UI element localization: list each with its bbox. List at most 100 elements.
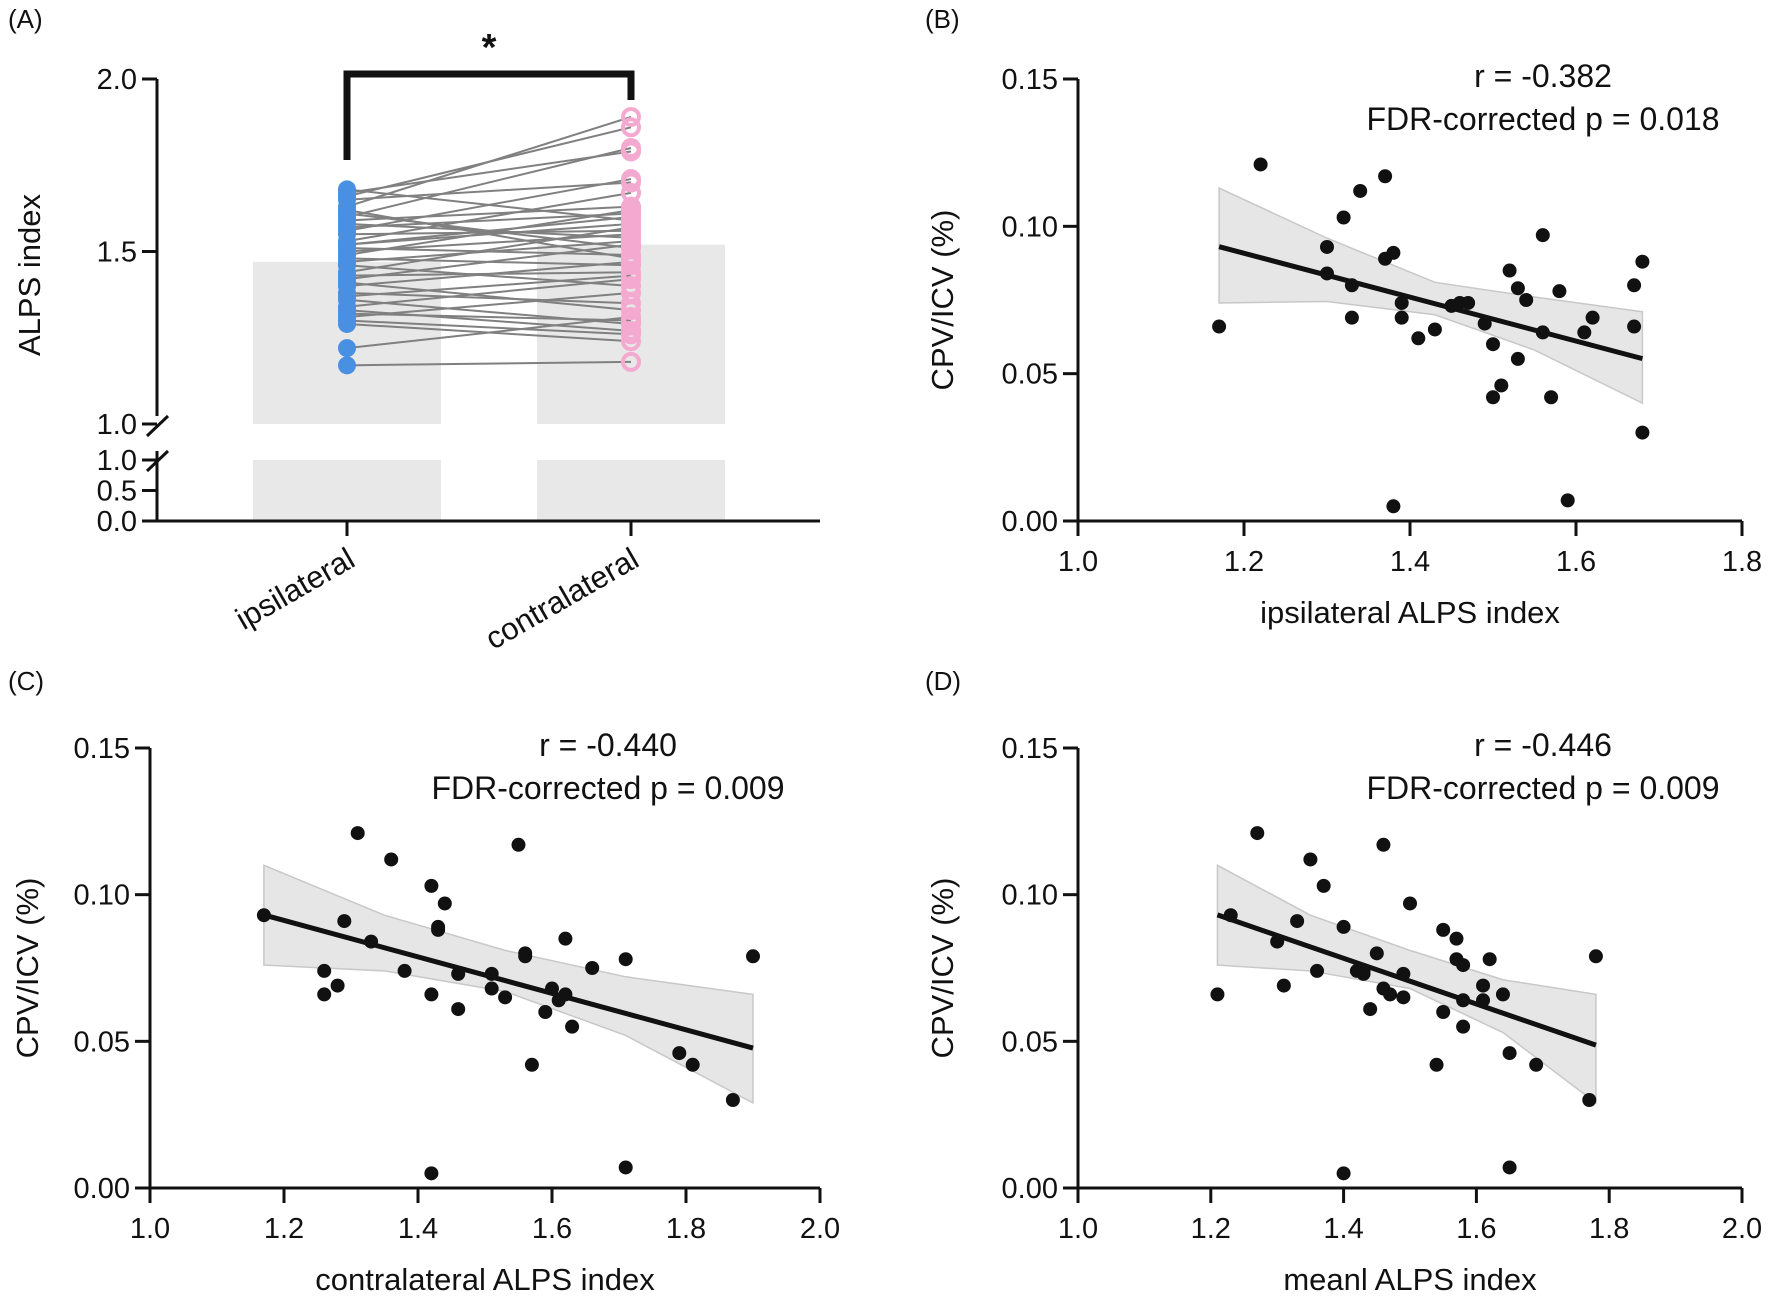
y-tick-label: 0.05 bbox=[1002, 1026, 1058, 1058]
data-point bbox=[1486, 390, 1500, 405]
stat-r-annotation: r = -0.446 bbox=[1474, 727, 1612, 763]
pair-line bbox=[346, 188, 632, 222]
y-tick-label: 1.0 bbox=[97, 409, 137, 441]
x-tick-label: 1.2 bbox=[1191, 1213, 1231, 1245]
contralateral-point bbox=[621, 182, 641, 203]
contralateral-point bbox=[621, 320, 641, 341]
data-point bbox=[618, 952, 633, 967]
contralateral-point bbox=[621, 210, 641, 231]
x-tick-label: 1.6 bbox=[1556, 546, 1596, 578]
category-label-contralateral: contralateral bbox=[479, 541, 644, 657]
data-point bbox=[1276, 978, 1291, 993]
data-point bbox=[317, 987, 332, 1002]
significance-bracket bbox=[343, 70, 635, 160]
data-point bbox=[431, 919, 446, 934]
pair-line bbox=[346, 209, 632, 260]
data-point bbox=[1436, 922, 1451, 937]
data-point bbox=[1356, 966, 1371, 981]
data-point bbox=[746, 949, 760, 964]
panel-b: 0.00 0.05 0.10 0.15 1.0 1.2 1.4 1.6 1.8 ipsilater… bbox=[925, 4, 1762, 630]
pair-line bbox=[346, 147, 632, 218]
data-point bbox=[1396, 990, 1411, 1005]
data-point bbox=[725, 1093, 740, 1107]
x-axis-label: meanl ALPS index bbox=[1283, 1262, 1537, 1297]
data-point bbox=[1535, 228, 1550, 243]
ipsilateral-point bbox=[338, 339, 356, 358]
data-point bbox=[1436, 1005, 1451, 1019]
contralateral-point bbox=[621, 117, 641, 138]
data-point bbox=[1495, 987, 1510, 1002]
y-tick-label: 0.10 bbox=[74, 880, 130, 912]
data-point bbox=[1316, 878, 1331, 893]
stat-p-annotation: FDR-corrected p = 0.018 bbox=[1366, 101, 1719, 137]
pair-line bbox=[346, 181, 632, 201]
contralateral-point bbox=[621, 300, 641, 321]
data-point bbox=[1560, 493, 1575, 508]
data-point bbox=[1369, 946, 1384, 961]
stat-p-annotation: FDR-corrected p = 0.009 bbox=[431, 770, 784, 806]
x-tick-label: 1.4 bbox=[1390, 546, 1430, 578]
x-tick-label: 1.2 bbox=[264, 1213, 304, 1245]
x-tick-label: 1.4 bbox=[398, 1213, 438, 1245]
data-point bbox=[451, 1002, 466, 1017]
pair-line bbox=[346, 247, 632, 256]
y-tick-label: 0.05 bbox=[1002, 359, 1058, 391]
data-point bbox=[1552, 284, 1567, 299]
data-point bbox=[397, 963, 412, 978]
y-axis-label: CPV/ICV (%) bbox=[925, 878, 960, 1059]
data-point bbox=[1386, 245, 1401, 260]
data-point bbox=[1429, 1057, 1444, 1072]
contralateral-point bbox=[621, 203, 641, 224]
pair-line bbox=[346, 281, 632, 312]
data-point bbox=[1635, 254, 1650, 269]
contralateral-point bbox=[621, 141, 641, 162]
pair-line bbox=[346, 257, 632, 267]
data-point bbox=[1519, 293, 1534, 307]
axis-break-mark bbox=[145, 414, 170, 438]
stat-r-annotation: r = -0.440 bbox=[539, 727, 677, 763]
axis-break-mark bbox=[145, 449, 170, 473]
pair-line bbox=[346, 278, 632, 308]
contralateral-point bbox=[621, 313, 641, 334]
x-tick-label: 1.8 bbox=[1589, 1213, 1629, 1245]
stat-p-annotation: FDR-corrected p = 0.009 bbox=[1366, 770, 1719, 806]
x-axis-label: contralateral ALPS index bbox=[315, 1262, 655, 1297]
data-point bbox=[672, 1046, 687, 1061]
bar-lower-contralateral bbox=[537, 460, 725, 521]
data-point bbox=[1383, 987, 1398, 1002]
data-point bbox=[1461, 295, 1476, 310]
data-point bbox=[1502, 1160, 1517, 1175]
y-tick-label: 0.15 bbox=[1002, 733, 1058, 765]
data-point bbox=[330, 978, 345, 993]
x-tick-label: 2.0 bbox=[800, 1213, 840, 1245]
ipsilateral-point bbox=[338, 180, 356, 199]
data-point bbox=[1386, 499, 1401, 514]
data-point bbox=[1394, 310, 1409, 325]
pair-line bbox=[346, 212, 632, 250]
data-point bbox=[437, 896, 452, 911]
ipsilateral-point bbox=[338, 356, 356, 375]
pair-line bbox=[346, 322, 632, 343]
pair-line bbox=[346, 126, 632, 198]
data-point bbox=[1250, 826, 1265, 841]
y-tick-label: 2.0 bbox=[97, 64, 137, 96]
data-point bbox=[1627, 278, 1642, 293]
pair-line bbox=[346, 271, 632, 277]
x-tick-label: 1.8 bbox=[666, 1213, 706, 1245]
panel-d: 0.00 0.05 0.10 0.15 1.0 1.2 1.4 1.6 1.8 2.0 meanl … bbox=[925, 666, 1762, 1297]
y-tick-label: 0.00 bbox=[1002, 506, 1058, 538]
y-tick-label: 1.0 bbox=[97, 445, 137, 477]
data-point bbox=[1502, 1046, 1517, 1061]
bar-lower-ipsilateral bbox=[253, 460, 441, 521]
x-tick-label: 1.6 bbox=[532, 1213, 572, 1245]
panel-label: (C) bbox=[8, 666, 44, 696]
panel-label: (B) bbox=[925, 4, 960, 34]
pair-line bbox=[346, 229, 632, 236]
category-label-ipsilateral: ipsilateral bbox=[230, 541, 361, 637]
pair-line bbox=[346, 291, 632, 305]
data-point bbox=[317, 963, 332, 978]
y-tick-label: 0.15 bbox=[1002, 64, 1058, 96]
x-axis-label: ipsilateral ALPS index bbox=[1260, 595, 1560, 630]
